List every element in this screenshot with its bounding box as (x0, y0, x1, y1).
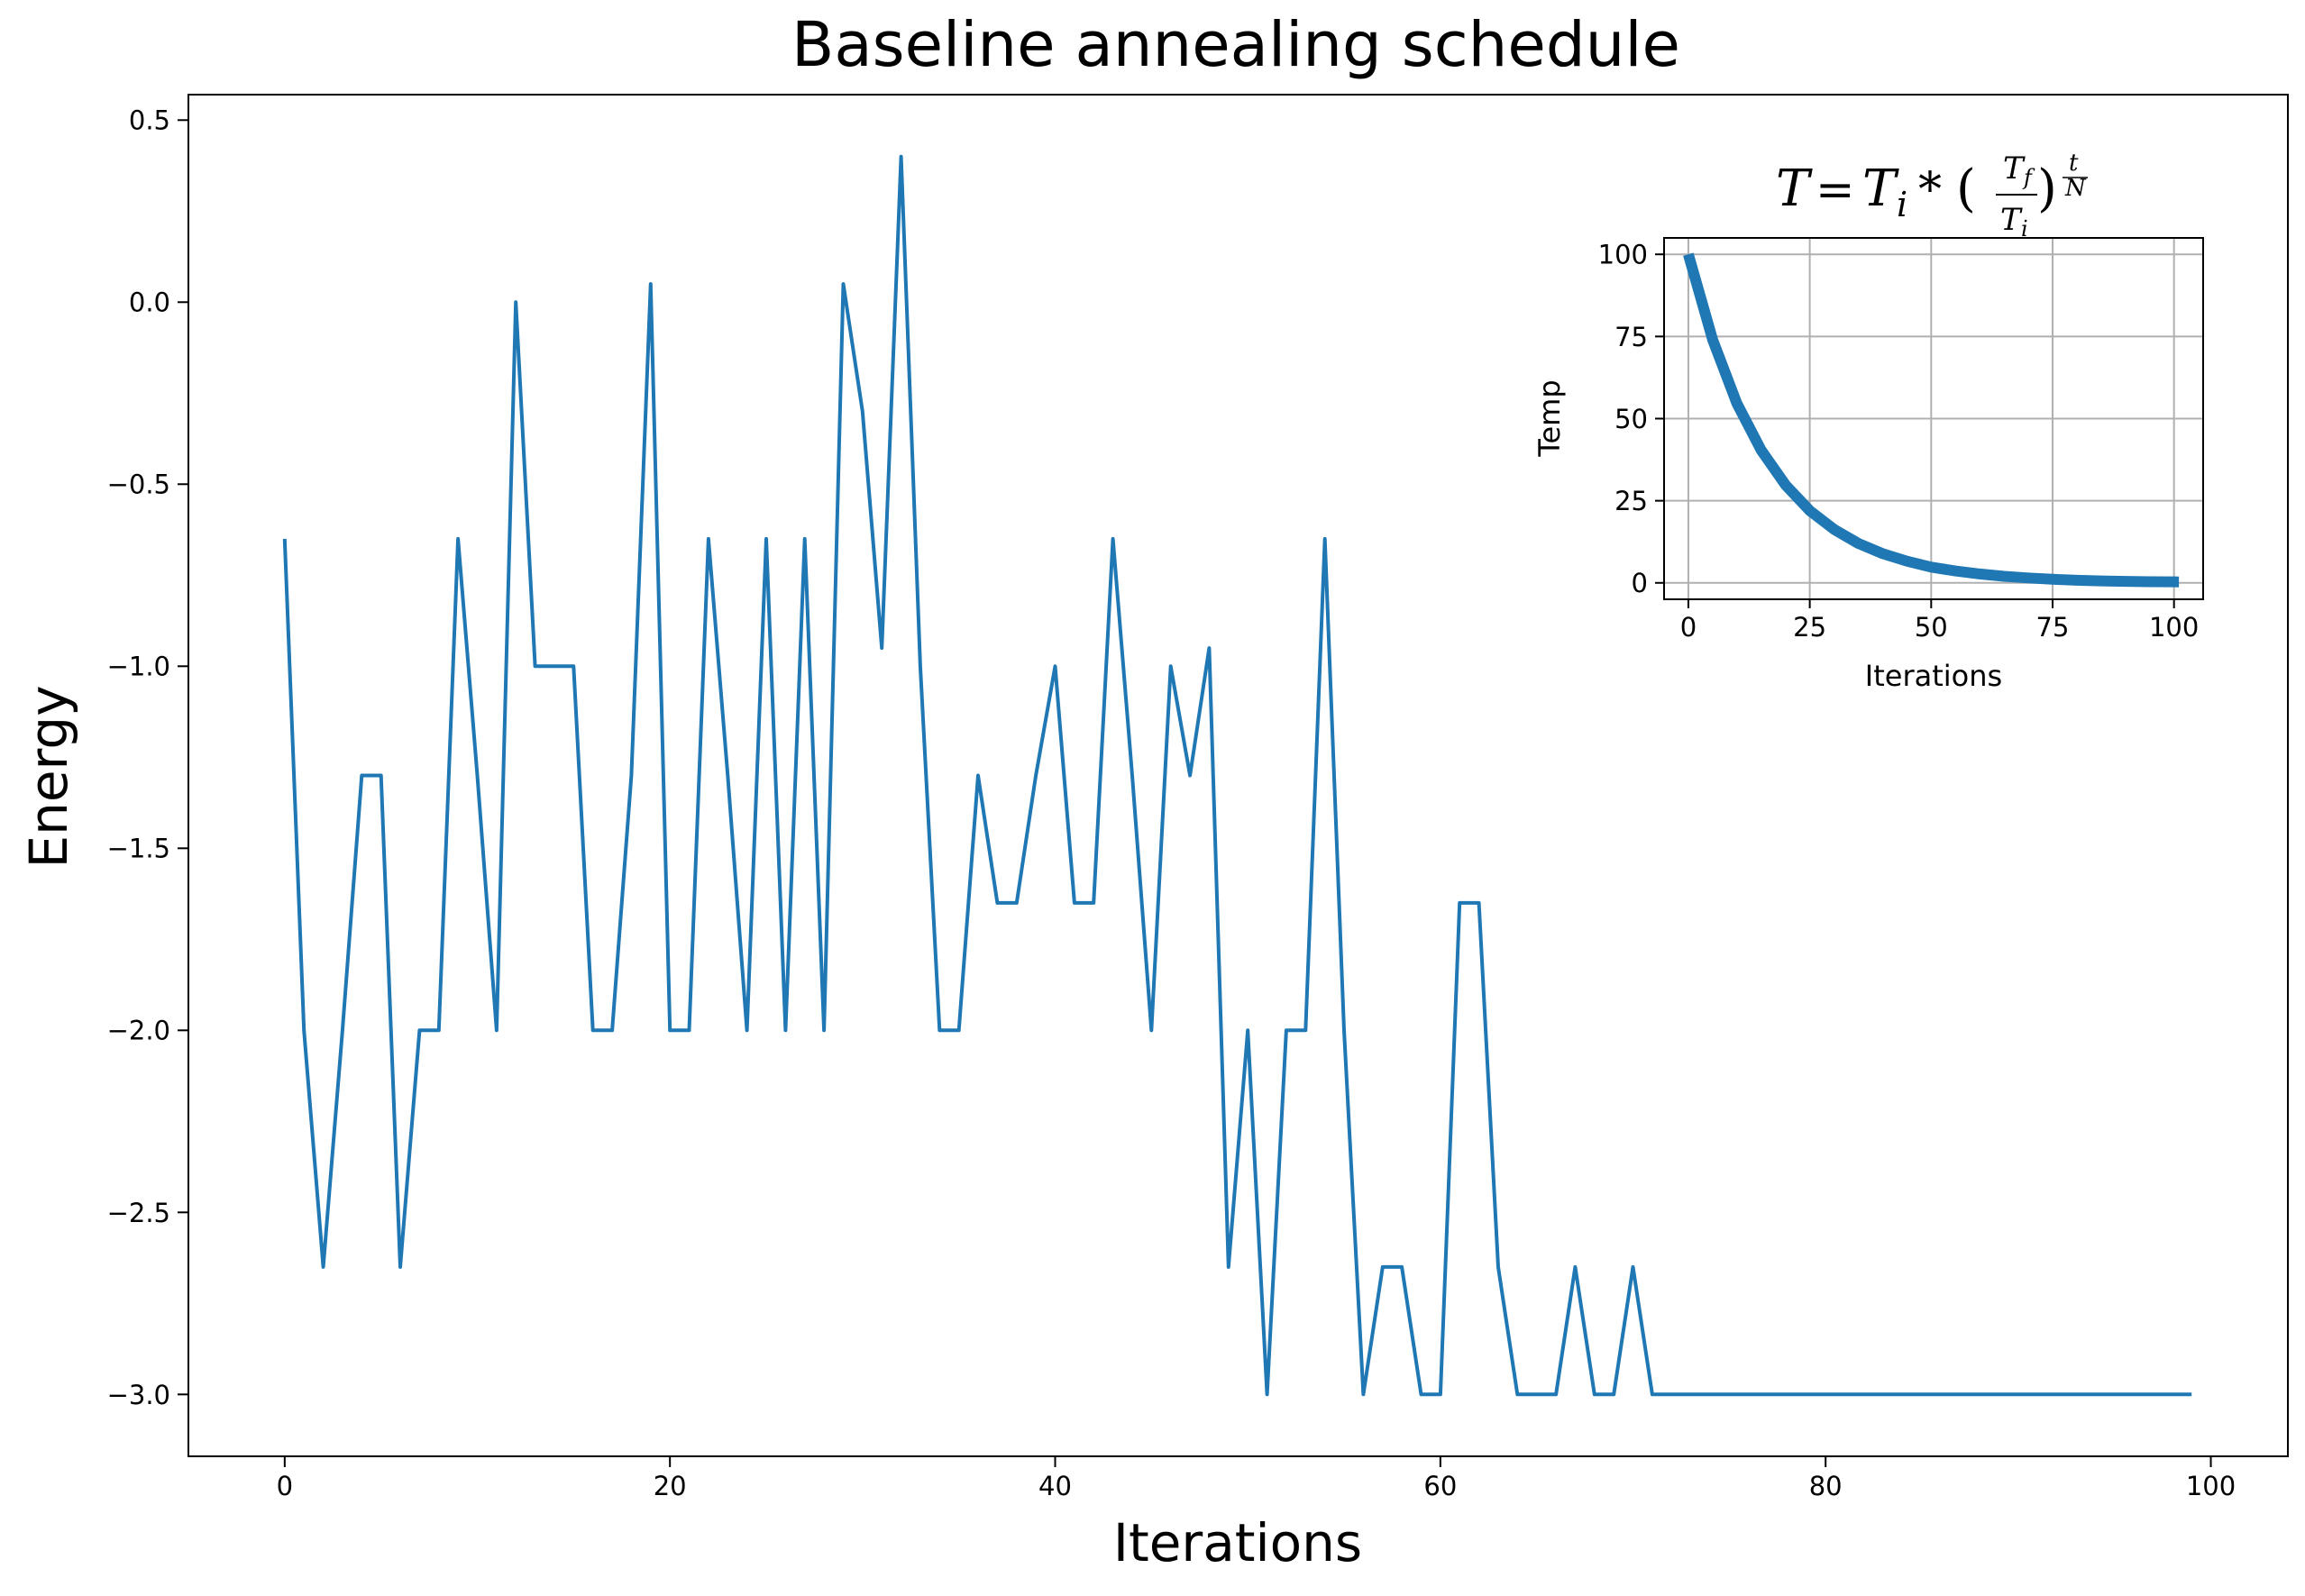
main-chart-y-tick-label: 0.5 (129, 105, 170, 136)
inset-chart-x-tick-label: 25 (1793, 612, 1826, 643)
main-chart-series-line (282, 154, 2192, 1397)
main-chart-y-tick-label: −0.5 (107, 470, 170, 500)
main-chart-x-tick-label: 0 (277, 1471, 293, 1501)
inset-chart-y-tick-label: 50 (1614, 404, 1648, 434)
inset-chart-x-tick-label: 75 (2036, 612, 2070, 643)
inset-chart-frame (1663, 237, 2204, 600)
inset-chart-y-tick-label: 25 (1614, 486, 1648, 516)
inset-chart-y-tick-label: 100 (1598, 240, 1648, 270)
main-chart-ticks: 0 20 40 60 80 100 0.5 0.0 −0.5 −1.0 −1.5 −2.0 −2.5 −3… (107, 105, 2236, 1501)
inset-chart: T = T i * ( T f T i ) t N 0 25 50 75 100 0 25 5… (1532, 150, 2204, 693)
main-chart-x-tick-label: 100 (2186, 1471, 2236, 1501)
main-chart-frame (188, 94, 2289, 1457)
inset-chart-y-tick-label: 0 (1632, 568, 1648, 598)
main-chart-x-tick-label: 80 (1809, 1471, 1843, 1501)
inset-chart-x-tick-label: 0 (1680, 612, 1697, 643)
main-chart-y-tick-label: −2.5 (107, 1198, 170, 1228)
inset-chart-x-tick-label: 100 (2149, 612, 2199, 643)
main-chart-x-tick-label: 60 (1423, 1471, 1457, 1501)
main-chart-x-tick-label: 40 (1038, 1471, 1072, 1501)
main-chart-x-tick-label: 20 (654, 1471, 687, 1501)
main-chart-y-tick-label: −1.0 (107, 652, 170, 682)
inset-chart-y-tick-label: 75 (1614, 322, 1648, 352)
main-chart-y-tick-label: −1.5 (107, 834, 170, 864)
main-chart-y-axis-label: Energy (18, 685, 79, 868)
inset-chart-title-formula: T = T i * ( T f T i ) t N (1776, 150, 2087, 242)
inset-chart-ticks: 0 25 50 75 100 0 25 50 75 100 (1598, 240, 2200, 643)
main-chart-x-axis-label: Iterations (1113, 1512, 1362, 1573)
inset-chart-y-axis-label: Temp (1532, 379, 1567, 457)
main-chart-plot-area (282, 154, 2192, 1397)
inset-chart-series-line (1683, 252, 2180, 588)
main-chart-y-tick-label: −2.0 (107, 1016, 170, 1046)
main-chart-title: Baseline annealing schedule (791, 9, 1680, 81)
main-chart: Baseline annealing schedule 0 20 40 60 80 100… (18, 9, 2289, 1573)
main-chart-y-tick-label: 0.0 (129, 287, 170, 318)
inset-chart-x-tick-label: 50 (1915, 612, 1948, 643)
inset-chart-plot-area (1683, 252, 2180, 588)
inset-chart-x-axis-label: Iterations (1865, 659, 2002, 693)
main-chart-y-tick-label: −3.0 (107, 1380, 170, 1410)
